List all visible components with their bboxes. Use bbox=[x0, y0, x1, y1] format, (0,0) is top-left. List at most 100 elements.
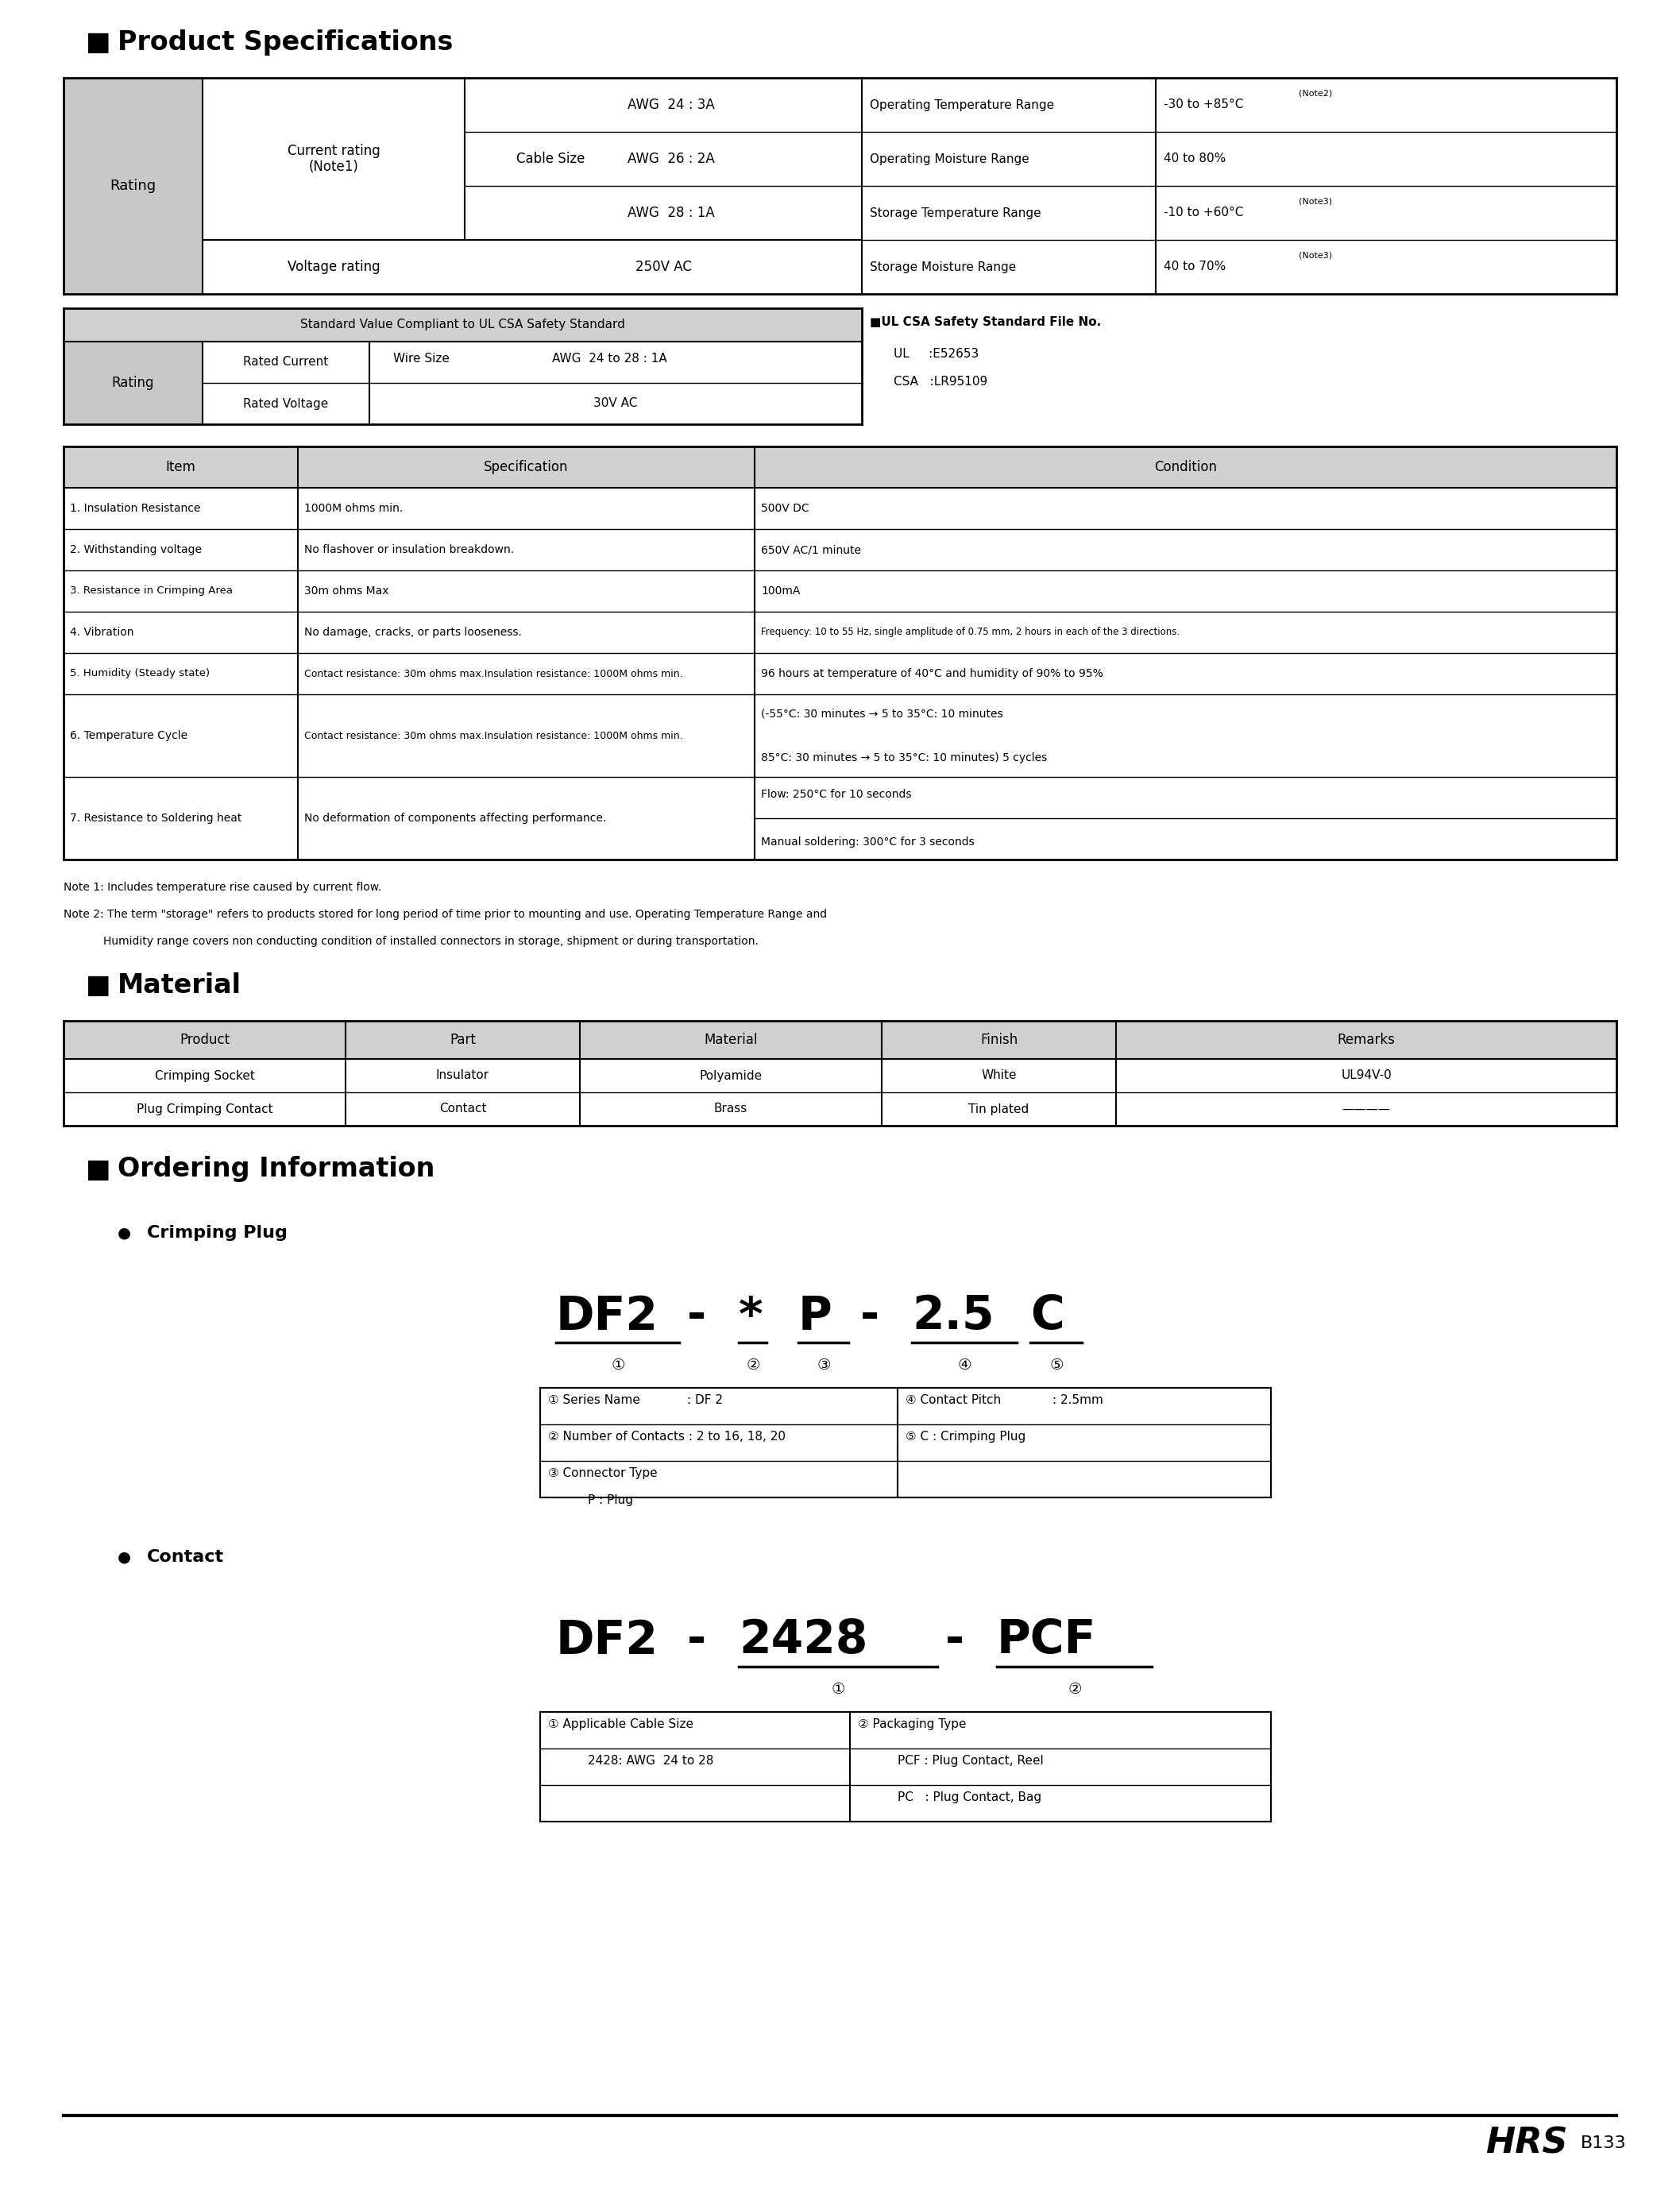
Text: 2.5: 2.5 bbox=[912, 1295, 995, 1338]
Text: -: - bbox=[860, 1295, 879, 1338]
Text: Ordering Information: Ordering Information bbox=[118, 1157, 435, 1183]
Text: Plug Crimping Contact: Plug Crimping Contact bbox=[136, 1102, 272, 1115]
Text: -30 to +85°C: -30 to +85°C bbox=[1164, 98, 1243, 112]
Text: *: * bbox=[739, 1295, 763, 1338]
Text: Finish: Finish bbox=[979, 1032, 1018, 1048]
Text: AWG  24 to 28 : 1A: AWG 24 to 28 : 1A bbox=[553, 352, 667, 365]
Text: 40 to 80%: 40 to 80% bbox=[1164, 153, 1226, 164]
Text: Rating: Rating bbox=[109, 179, 156, 192]
Text: ① Series Name: ① Series Name bbox=[548, 1393, 640, 1406]
Text: ————: ———— bbox=[1342, 1102, 1391, 1115]
Text: ■: ■ bbox=[86, 1157, 111, 1183]
Text: Operating Moisture Range: Operating Moisture Range bbox=[870, 153, 1030, 164]
Text: Storage Moisture Range: Storage Moisture Range bbox=[870, 260, 1016, 273]
Text: Rating: Rating bbox=[113, 376, 155, 389]
Text: 30m ohms Max: 30m ohms Max bbox=[304, 586, 388, 597]
Text: Tin plated: Tin plated bbox=[969, 1102, 1030, 1115]
Text: Frequency: 10 to 55 Hz, single amplitude of 0.75 mm, 2 hours in each of the 3 di: Frequency: 10 to 55 Hz, single amplitude… bbox=[761, 628, 1179, 639]
Text: Voltage rating: Voltage rating bbox=[287, 260, 380, 273]
Text: Note 1: Includes temperature rise caused by current flow.: Note 1: Includes temperature rise caused… bbox=[64, 881, 381, 892]
Text: White: White bbox=[981, 1069, 1016, 1083]
Text: Contact resistance: 30m ohms max.Insulation resistance: 1000M ohms min.: Contact resistance: 30m ohms max.Insulat… bbox=[304, 669, 682, 678]
Text: 30V AC: 30V AC bbox=[593, 398, 638, 409]
Text: Current rating
(Note1): Current rating (Note1) bbox=[287, 144, 380, 175]
Text: 85°C: 30 minutes → 5 to 35°C: 10 minutes) 5 cycles: 85°C: 30 minutes → 5 to 35°C: 10 minutes… bbox=[761, 752, 1047, 763]
Text: : 2.5mm: : 2.5mm bbox=[1052, 1393, 1104, 1406]
Text: 4. Vibration: 4. Vibration bbox=[71, 628, 134, 639]
Text: CSA   :LR95109: CSA :LR95109 bbox=[894, 376, 988, 387]
Text: 2428: AWG  24 to 28: 2428: AWG 24 to 28 bbox=[588, 1754, 714, 1767]
Text: ②: ② bbox=[746, 1358, 759, 1373]
Text: Remarks: Remarks bbox=[1337, 1032, 1394, 1048]
Text: AWG  28 : 1A: AWG 28 : 1A bbox=[628, 206, 714, 221]
Text: ■: ■ bbox=[86, 28, 111, 55]
Text: (-55°C: 30 minutes → 5 to 35°C: 10 minutes: (-55°C: 30 minutes → 5 to 35°C: 10 minut… bbox=[761, 709, 1003, 720]
Text: AWG  24 : 3A: AWG 24 : 3A bbox=[628, 98, 714, 112]
Text: -: - bbox=[687, 1295, 706, 1338]
Text: 100mA: 100mA bbox=[761, 586, 800, 597]
Text: 2. Withstanding voltage: 2. Withstanding voltage bbox=[71, 545, 202, 555]
Text: ③: ③ bbox=[816, 1358, 830, 1373]
Text: Storage Temperature Range: Storage Temperature Range bbox=[870, 208, 1042, 219]
Text: HRS: HRS bbox=[1485, 2126, 1567, 2161]
Text: ■UL CSA Safety Standard File No.: ■UL CSA Safety Standard File No. bbox=[870, 317, 1100, 328]
Text: No deformation of components affecting performance.: No deformation of components affecting p… bbox=[304, 814, 606, 824]
Text: Part: Part bbox=[450, 1032, 475, 1048]
Text: 5. Humidity (Steady state): 5. Humidity (Steady state) bbox=[71, 669, 210, 678]
Text: 7. Resistance to Soldering heat: 7. Resistance to Soldering heat bbox=[71, 814, 242, 824]
Text: Material: Material bbox=[118, 971, 242, 997]
Text: C: C bbox=[1030, 1295, 1063, 1338]
Text: Contact: Contact bbox=[146, 1548, 223, 1566]
Text: ①: ① bbox=[832, 1682, 845, 1697]
Text: ①: ① bbox=[612, 1358, 625, 1373]
Text: Manual soldering: 300°C for 3 seconds: Manual soldering: 300°C for 3 seconds bbox=[761, 835, 974, 849]
Text: ① Applicable Cable Size: ① Applicable Cable Size bbox=[548, 1719, 694, 1730]
Text: 500V DC: 500V DC bbox=[761, 503, 810, 514]
Text: No damage, cracks, or parts looseness.: No damage, cracks, or parts looseness. bbox=[304, 628, 522, 639]
Text: AWG  26 : 2A: AWG 26 : 2A bbox=[628, 151, 714, 166]
Text: : DF 2: : DF 2 bbox=[687, 1393, 722, 1406]
Bar bbox=[64, 446, 1616, 488]
Bar bbox=[64, 341, 203, 424]
Text: ② Packaging Type: ② Packaging Type bbox=[858, 1719, 966, 1730]
Text: Product: Product bbox=[180, 1032, 230, 1048]
Text: UL     :E52653: UL :E52653 bbox=[894, 348, 979, 361]
Text: -: - bbox=[946, 1618, 964, 1662]
Text: ④: ④ bbox=[958, 1358, 971, 1373]
Text: Brass: Brass bbox=[714, 1102, 748, 1115]
Text: Cable Size: Cable Size bbox=[516, 151, 585, 166]
Text: Crimping Socket: Crimping Socket bbox=[155, 1069, 255, 1083]
Text: Contact: Contact bbox=[438, 1102, 486, 1115]
Text: Condition: Condition bbox=[1154, 459, 1216, 475]
Text: DF2: DF2 bbox=[556, 1618, 659, 1662]
Text: 6. Temperature Cycle: 6. Temperature Cycle bbox=[71, 730, 188, 741]
Text: 3. Resistance in Crimping Area: 3. Resistance in Crimping Area bbox=[71, 586, 234, 597]
Text: PC   : Plug Contact, Bag: PC : Plug Contact, Bag bbox=[897, 1791, 1042, 1804]
Text: 1000M ohms min.: 1000M ohms min. bbox=[304, 503, 403, 514]
Text: ⑤ C : Crimping Plug: ⑤ C : Crimping Plug bbox=[906, 1430, 1026, 1443]
Text: 2428: 2428 bbox=[739, 1618, 867, 1662]
Text: ⑤: ⑤ bbox=[1050, 1358, 1063, 1373]
Text: Specification: Specification bbox=[484, 459, 568, 475]
Text: Rated Current: Rated Current bbox=[244, 356, 329, 367]
Text: PCF : Plug Contact, Reel: PCF : Plug Contact, Reel bbox=[897, 1754, 1043, 1767]
Text: -10 to +60°C: -10 to +60°C bbox=[1164, 208, 1243, 219]
Text: 650V AC/1 minute: 650V AC/1 minute bbox=[761, 545, 862, 555]
Text: Product Specifications: Product Specifications bbox=[118, 28, 454, 55]
Text: (Note3): (Note3) bbox=[1299, 252, 1332, 260]
Text: Rated Voltage: Rated Voltage bbox=[244, 398, 329, 409]
Text: Note 2: The term "storage" refers to products stored for long period of time pri: Note 2: The term "storage" refers to pro… bbox=[64, 910, 827, 921]
Text: P: P bbox=[798, 1295, 832, 1338]
Text: Standard Value Compliant to UL CSA Safety Standard: Standard Value Compliant to UL CSA Safet… bbox=[301, 319, 625, 330]
Text: Item: Item bbox=[166, 459, 197, 475]
Text: Humidity range covers non conducting condition of installed connectors in storag: Humidity range covers non conducting con… bbox=[102, 936, 758, 947]
Text: ●: ● bbox=[118, 1548, 131, 1564]
Text: Operating Temperature Range: Operating Temperature Range bbox=[870, 98, 1053, 112]
Text: Contact resistance: 30m ohms max.Insulation resistance: 1000M ohms min.: Contact resistance: 30m ohms max.Insulat… bbox=[304, 730, 682, 741]
Text: Material: Material bbox=[704, 1032, 758, 1048]
Text: ③ Connector Type: ③ Connector Type bbox=[548, 1467, 657, 1478]
Text: ④ Contact Pitch: ④ Contact Pitch bbox=[906, 1393, 1001, 1406]
Text: 1. Insulation Resistance: 1. Insulation Resistance bbox=[71, 503, 200, 514]
Text: B133: B133 bbox=[1581, 2135, 1626, 2152]
Text: UL94V-0: UL94V-0 bbox=[1341, 1069, 1391, 1083]
